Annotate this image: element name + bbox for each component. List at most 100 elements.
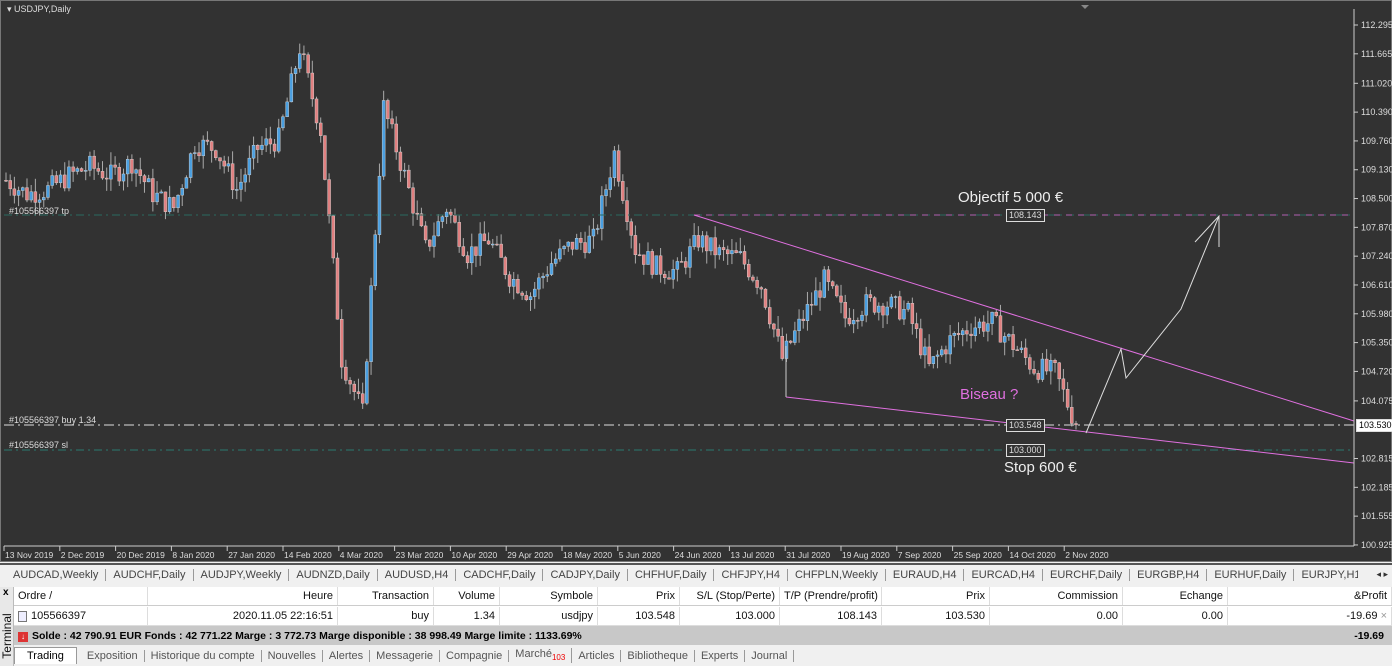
column-header[interactable]: Prix (598, 587, 680, 605)
close-icon[interactable]: x (3, 587, 9, 598)
open-price-box[interactable]: 103.548 (1006, 419, 1045, 432)
chart-title[interactable]: ▾ USDJPY,Daily (7, 4, 71, 14)
symbol-tab[interactable]: EURHUF,Daily (1207, 569, 1295, 581)
date-tick-label: 13 Nov 2019 (5, 550, 53, 560)
bear-candle (734, 250, 738, 254)
bull-candle (75, 168, 80, 172)
terminal-tab[interactable]: Bibliotheque (621, 649, 695, 662)
bull-candle (373, 234, 377, 286)
symbol-tab[interactable]: CADJPY,Daily (543, 569, 628, 581)
tp-price-box[interactable]: 108.143 (1006, 209, 1045, 222)
column-header[interactable]: S/L (Stop/Perte) (680, 587, 780, 605)
bull-candle (277, 127, 281, 152)
terminal-tab[interactable]: Exposition (81, 649, 145, 662)
bear-candle (839, 295, 843, 303)
table-row[interactable]: 105566397 2020.11.05 22:16:51 buy 1.34 usdjp… (14, 607, 1392, 626)
tab-scroll-arrows-icon[interactable]: ◂ ▸ (1376, 569, 1388, 579)
column-header[interactable]: Symbole (500, 587, 598, 605)
bear-candle (63, 174, 67, 189)
bear-candle (616, 150, 621, 182)
bull-candle (402, 169, 407, 172)
bear-candle (1036, 373, 1040, 380)
terminal-tab[interactable]: Articles (572, 649, 622, 662)
bull-candle (109, 164, 113, 180)
bear-candle (742, 251, 747, 265)
terminal-tab[interactable]: Nouvelles (262, 649, 323, 662)
column-header[interactable]: Prix (882, 587, 990, 605)
symbol-tab[interactable]: AUDCAD,Weekly (6, 569, 107, 581)
column-header[interactable]: Transaction (338, 587, 434, 605)
bear-candle (390, 118, 394, 125)
column-header[interactable]: Commission (990, 587, 1123, 605)
account-summary-row: ↓ Solde : 42 790.91 EUR Fonds : 42 771.22… (14, 626, 1392, 645)
bull-candle (940, 349, 944, 356)
date-tick-label: 27 Jan 2020 (228, 550, 275, 560)
symbol-tab[interactable]: CADCHF,Daily (456, 569, 544, 581)
bear-candle (650, 251, 654, 275)
symbol-tab[interactable]: AUDNZD,Daily (289, 569, 378, 581)
tab-label: Nouvelles (267, 649, 316, 662)
bear-candle (629, 221, 633, 236)
terminal-tab[interactable]: Compagnie (440, 649, 510, 662)
bull-candle (822, 269, 826, 298)
terminal-tab[interactable]: Historique du compte (145, 649, 262, 662)
bull-candle (864, 294, 868, 316)
bear-candle (721, 247, 726, 250)
symbol-tab[interactable]: AUDJPY,Weekly (194, 569, 290, 581)
symbol-tab[interactable]: AUDCHF,Daily (106, 569, 194, 581)
terminal-tab[interactable]: Marché103 (509, 648, 573, 663)
candlestick-plot: 112.295 111.665 111.020 110.390 109.760 109.1… (3, 5, 1392, 560)
symbol-tab[interactable]: EURCHF,Daily (1043, 569, 1131, 581)
date-tick-label: 14 Feb 2020 (284, 550, 332, 560)
price-tick-label: 105.980 (1361, 309, 1392, 319)
bear-candle (759, 287, 763, 290)
symbol-tab[interactable]: EURAUD,H4 (886, 569, 965, 581)
total-profit: -19.69 (1354, 629, 1384, 642)
column-header[interactable]: Ordre / (14, 587, 148, 605)
wedge-upper-trendline (693, 214, 1355, 422)
symbol-tab[interactable]: CHFJPY,H4 (714, 569, 788, 581)
bear-candle (218, 157, 222, 162)
sl-price-box[interactable]: 103.000 (1006, 444, 1045, 457)
symbol-tab[interactable]: EURGBP,H4 (1130, 569, 1208, 581)
column-header[interactable]: Echange (1123, 587, 1228, 605)
bear-candle (679, 261, 684, 263)
bear-candle (331, 215, 335, 259)
date-tick-label: 4 Mar 2020 (340, 550, 383, 560)
column-header[interactable]: T/P (Prendre/profit) (780, 587, 882, 605)
bull-candle (470, 246, 474, 264)
column-header[interactable]: Volume (434, 587, 500, 605)
bear-candle (642, 254, 646, 265)
terminal-tab[interactable]: Alertes (323, 649, 371, 662)
symbol-tab[interactable]: EURJPY,H1 (1294, 569, 1358, 581)
bear-candle (1028, 357, 1032, 370)
symbol-tab[interactable]: AUDUSD,H4 (378, 569, 457, 581)
symbol-tab[interactable]: EURCAD,H4 (964, 569, 1044, 581)
terminal-tab[interactable]: Experts (695, 649, 746, 662)
bear-candle (495, 243, 499, 246)
bear-candle (256, 145, 260, 150)
column-header[interactable]: Heure (148, 587, 338, 605)
tab-label: Marché (515, 648, 552, 661)
bear-candle (230, 163, 235, 191)
price-tick-label: 108.500 (1361, 194, 1392, 204)
column-header[interactable]: &Profit (1228, 587, 1392, 605)
bull-candle (717, 247, 722, 256)
close-order-icon[interactable]: × (1377, 610, 1387, 622)
symbol-tab[interactable]: CHFPLN,Weekly (788, 569, 886, 581)
bull-candle (377, 175, 382, 235)
price-tick-label: 104.720 (1361, 366, 1392, 376)
terminal-tab[interactable]: Messagerie (370, 649, 441, 662)
bear-candle (302, 53, 306, 55)
price-chart[interactable]: 112.295 111.665 111.020 110.390 109.760 109.1… (0, 0, 1392, 562)
table-cell: 2020.11.05 22:16:51 (148, 607, 338, 625)
bear-candle (763, 288, 768, 308)
bull-candle (961, 330, 965, 335)
symbol-tab[interactable]: CHFHUF,Daily (628, 569, 715, 581)
terminal-tab[interactable]: Journal (745, 649, 795, 662)
bull-candle (381, 100, 386, 177)
terminal-tab[interactable]: Trading (14, 647, 77, 664)
bull-candle (977, 321, 982, 329)
bull-candle (243, 174, 247, 183)
bear-candle (394, 123, 398, 153)
